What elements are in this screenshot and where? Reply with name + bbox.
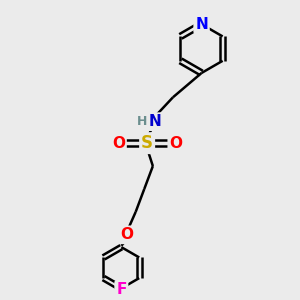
Text: N: N (149, 114, 161, 129)
Text: O: O (121, 227, 134, 242)
Text: S: S (141, 134, 153, 152)
Text: F: F (116, 282, 127, 297)
Text: H: H (137, 115, 147, 128)
Text: N: N (195, 17, 208, 32)
Text: O: O (112, 136, 125, 151)
Text: O: O (169, 136, 182, 151)
